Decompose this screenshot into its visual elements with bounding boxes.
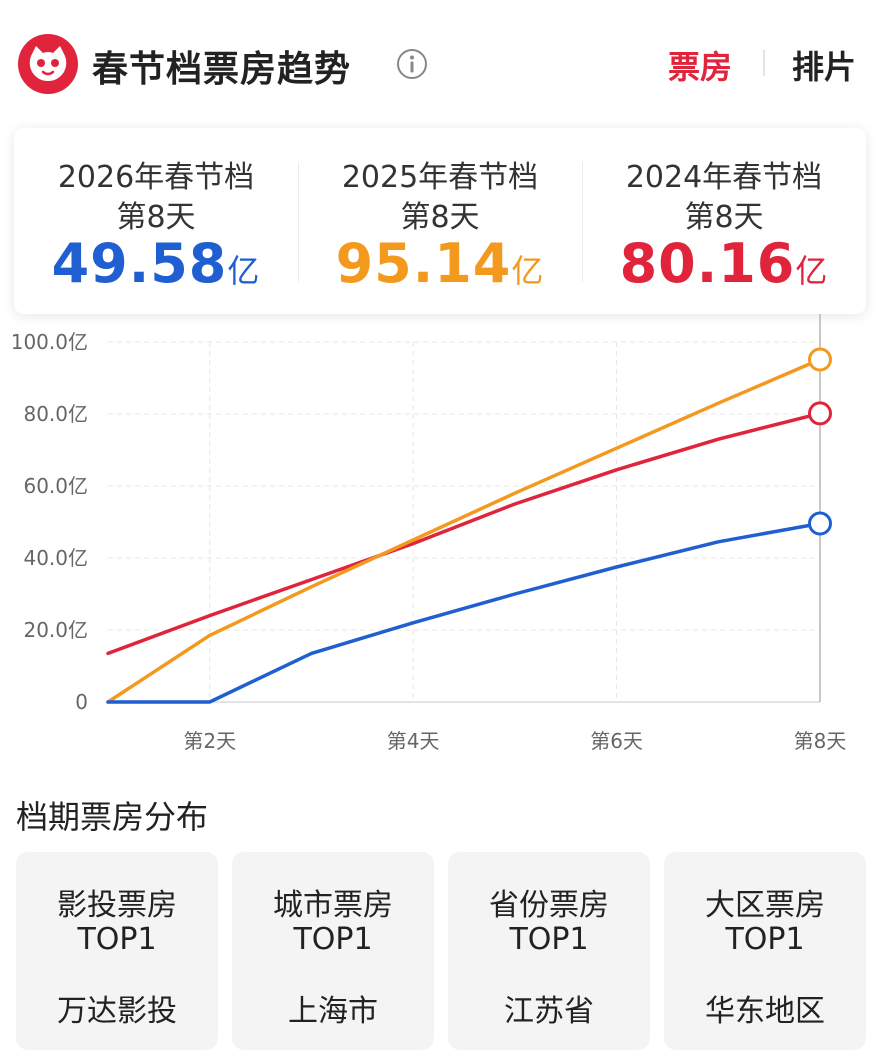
- dist-card-city[interactable]: 城市票房 TOP1 上海市: [232, 852, 434, 1050]
- page-title: 春节档票房趋势: [92, 49, 352, 90]
- x-tick-label: 第8天: [794, 729, 847, 753]
- stat-value: 80.16亿: [582, 232, 866, 295]
- dist-card-province[interactable]: 省份票房 TOP1 江苏省: [448, 852, 650, 1050]
- stat-year-label: 2025年春节档: [341, 160, 539, 195]
- y-tick-label: 100.0亿: [11, 330, 88, 354]
- stat-value-unit: 亿: [227, 252, 261, 290]
- stat-2025[interactable]: 2025年春节档 第8天 95.14亿: [298, 128, 582, 314]
- y-tick-label: 80.0亿: [23, 402, 88, 426]
- stat-day-label: 第8天: [684, 200, 764, 235]
- stat-value-number: 80.16: [619, 232, 796, 295]
- dist-card-value: 万达影投: [57, 994, 177, 1029]
- dist-card-value: 上海市: [288, 994, 378, 1029]
- x-tick-label: 第2天: [183, 729, 236, 753]
- y-tick-label: 40.0亿: [23, 546, 88, 570]
- stat-2026[interactable]: 2026年春节档 第8天 49.58亿: [14, 128, 298, 314]
- series-line-0: [106, 411, 822, 656]
- y-tick-label: 0: [75, 690, 88, 714]
- dist-card-label: 省份票房: [489, 888, 609, 923]
- dist-card-label: 影投票房: [57, 888, 177, 923]
- dist-card-rank: TOP1: [725, 922, 805, 957]
- stat-value: 49.58亿: [14, 232, 298, 295]
- dist-card-region[interactable]: 大区票房 TOP1 华东地区: [664, 852, 866, 1050]
- stat-divider: [582, 162, 583, 282]
- stat-2024[interactable]: 2024年春节档 第8天 80.16亿: [582, 128, 866, 314]
- stat-year-label: 2024年春节档: [625, 160, 823, 195]
- stat-divider: [298, 162, 299, 282]
- stat-value: 95.14亿: [298, 232, 582, 295]
- stat-day-label: 第8天: [116, 200, 196, 235]
- stat-value-unit: 亿: [795, 252, 829, 290]
- series-end-point-1: [808, 347, 832, 372]
- tab-box-office[interactable]: 票房: [668, 48, 733, 86]
- stat-value-unit: 亿: [511, 252, 545, 290]
- cat-eye-logo-icon: [18, 34, 78, 94]
- series-end-point-2: [808, 511, 832, 536]
- dist-card-value: 江苏省: [504, 994, 594, 1029]
- series-line-2: [106, 521, 822, 704]
- dist-card-rank: TOP1: [509, 922, 589, 957]
- dist-card-cinema-investor[interactable]: 影投票房 TOP1 万达影投: [16, 852, 218, 1050]
- stat-day-label: 第8天: [400, 200, 480, 235]
- stat-year-label: 2026年春节档: [57, 160, 255, 195]
- dist-card-value: 华东地区: [705, 994, 825, 1029]
- header: 春节档票房趋势 票房 排片: [0, 0, 892, 120]
- x-tick-label: 第4天: [387, 729, 440, 753]
- dist-card-rank: TOP1: [77, 922, 157, 957]
- distribution-section-title: 档期票房分布: [16, 798, 209, 836]
- series-end-point-0: [808, 401, 832, 426]
- tab-schedule[interactable]: 排片: [792, 48, 857, 86]
- dist-card-label: 大区票房: [705, 888, 825, 923]
- tab-divider: [763, 50, 765, 76]
- summary-card: 2026年春节档 第8天 49.58亿 2025年春节档 第8天 95.14亿 …: [14, 128, 866, 314]
- stat-value-number: 49.58: [51, 232, 228, 295]
- stat-value-number: 95.14: [335, 232, 512, 295]
- dist-card-rank: TOP1: [293, 922, 373, 957]
- y-tick-label: 60.0亿: [23, 474, 88, 498]
- x-tick-label: 第6天: [590, 729, 643, 753]
- y-tick-label: 20.0亿: [23, 618, 88, 642]
- dist-card-label: 城市票房: [273, 888, 393, 923]
- series-line-1: [106, 357, 822, 704]
- info-icon[interactable]: [396, 48, 428, 80]
